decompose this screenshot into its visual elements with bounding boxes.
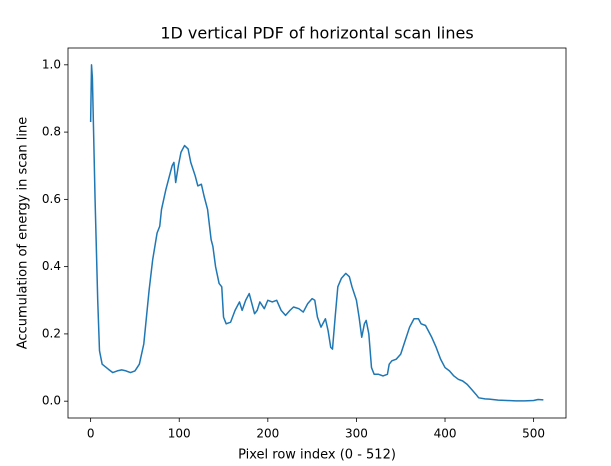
y-axis-label: Accumulation of energy in scan line bbox=[16, 117, 31, 350]
x-tick-label: 500 bbox=[522, 427, 545, 441]
y-tick-label: 0.4 bbox=[42, 259, 61, 273]
data-line bbox=[89, 64, 544, 402]
x-tick-label: 400 bbox=[434, 427, 457, 441]
x-tick-label: 200 bbox=[256, 427, 279, 441]
chart-title: 1D vertical PDF of horizontal scan lines bbox=[160, 24, 473, 43]
y-tick-label: 0.8 bbox=[42, 125, 61, 139]
y-tick-label: 0.6 bbox=[42, 192, 61, 206]
y-tick-label: 1.0 bbox=[42, 57, 61, 71]
axes-frame bbox=[67, 47, 567, 419]
x-tick-label: 100 bbox=[168, 427, 191, 441]
y-tick-label: 0.2 bbox=[42, 326, 61, 340]
x-tick-label: 300 bbox=[345, 427, 368, 441]
x-axis-label: Pixel row index (0 - 512) bbox=[238, 448, 396, 463]
x-tick-label: 0 bbox=[87, 427, 95, 441]
y-tick-label: 0.0 bbox=[42, 394, 61, 408]
